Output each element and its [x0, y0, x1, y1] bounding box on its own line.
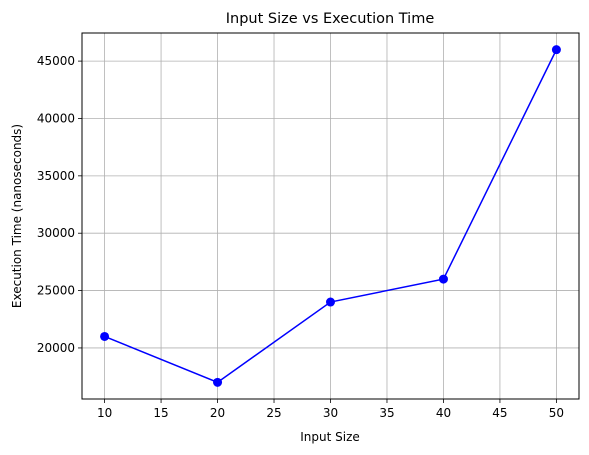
data-point: [552, 45, 561, 54]
data-point: [326, 298, 335, 307]
y-tick-label: 25000: [37, 284, 75, 298]
x-tick-label: 50: [549, 406, 564, 420]
chart-title: Input Size vs Execution Time: [226, 11, 435, 27]
y-tick-label: 20000: [37, 341, 75, 355]
y-tick-label: 45000: [37, 54, 75, 68]
data-point: [100, 332, 109, 341]
x-tick-label: 45: [492, 406, 507, 420]
x-tick-label: 30: [323, 406, 338, 420]
x-tick-label: 10: [97, 406, 112, 420]
x-tick-label: 35: [379, 406, 394, 420]
data-point: [439, 275, 448, 284]
x-tick-label: 25: [266, 406, 281, 420]
x-tick-label: 15: [153, 406, 168, 420]
x-tick-label: 20: [210, 406, 225, 420]
y-axis-ticks: 20000 25000 30000 35000 40000 45000: [37, 54, 82, 355]
x-axis-label: Input Size: [300, 430, 360, 444]
x-tick-label: 40: [436, 406, 451, 420]
data-point: [213, 378, 222, 387]
x-axis-ticks: 10 15 20 25 30 35 40 45 50: [97, 399, 564, 420]
y-tick-label: 30000: [37, 226, 75, 240]
y-tick-label: 40000: [37, 111, 75, 125]
y-axis-label: Execution Time (nanoseconds): [10, 124, 24, 308]
y-tick-label: 35000: [37, 169, 75, 183]
